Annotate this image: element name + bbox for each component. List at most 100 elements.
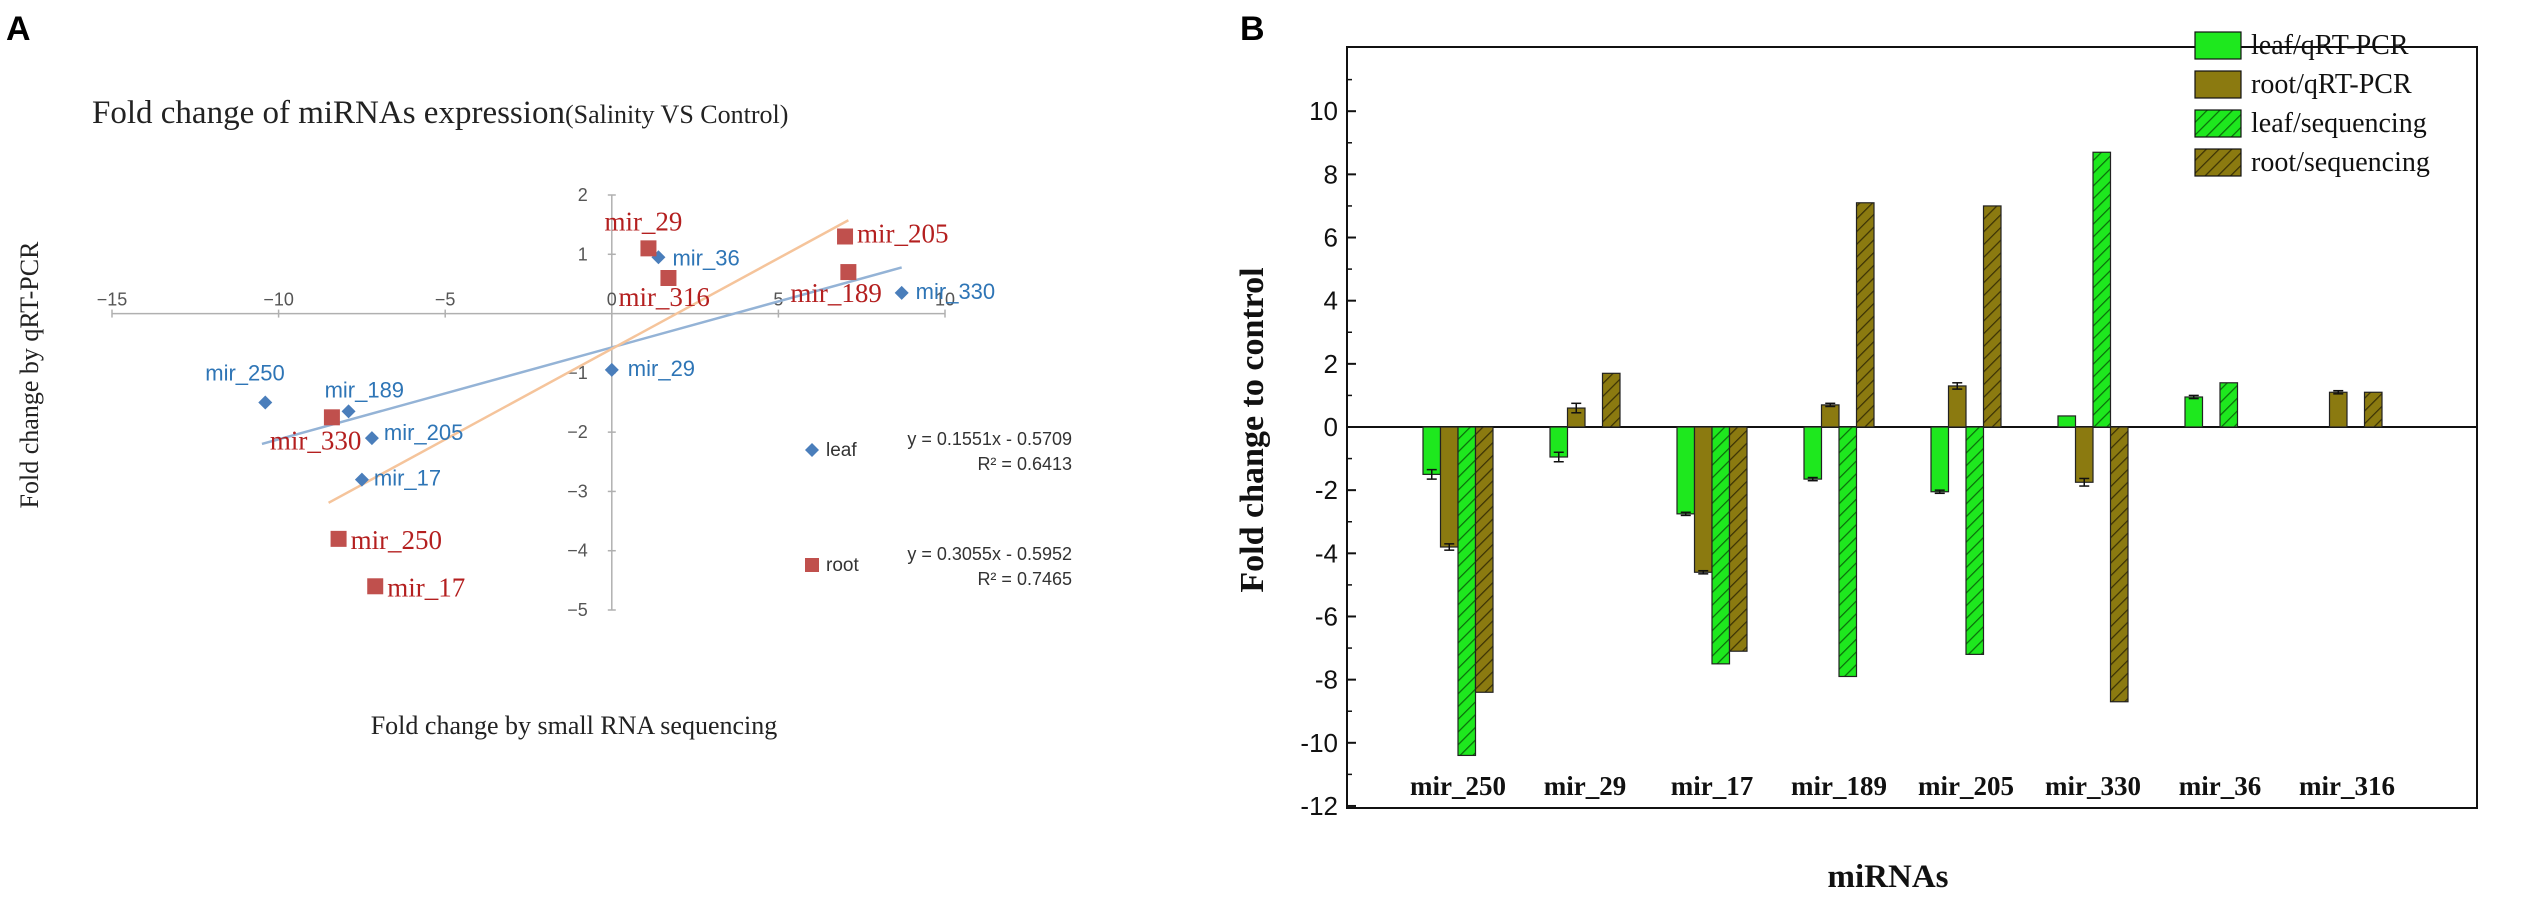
leaf-point-label: mir_29 (628, 356, 695, 381)
legend-swatch-leaf-sequencing (2194, 109, 2242, 138)
panel-label-a: A (6, 10, 31, 48)
bar-root-qRT-PCR-mir_330 (2074, 426, 2094, 483)
chart-a-y-tick-label: −2 (567, 422, 588, 442)
chart-a-x-tick-label: −15 (97, 290, 128, 310)
bar-leaf-qRT-PCR-mir_250 (1422, 426, 1442, 475)
chart-b-y-tick-label: -6 (1315, 601, 1338, 631)
bar-chart-panel-b: Fold change to control miRNAs -12 -10 -8 -6… (1234, 30, 2478, 895)
legend-label-leaf: leaf (826, 440, 857, 461)
chart-a-x-tick-label: 5 (773, 290, 783, 310)
chart-b-y-tick-label: -10 (1300, 728, 1338, 758)
category-label-mir_250: mir_250 (1410, 771, 1506, 801)
chart-a-y-tick-label: 1 (578, 244, 588, 264)
root-point-mir_189 (840, 264, 857, 281)
category-label-mir_316: mir_316 (2299, 771, 2395, 801)
legend-label: root/qRT-PCR (2251, 69, 2412, 100)
root-point-mir_316 (660, 270, 677, 286)
scatter-chart-panel-a: Fold change of miRNAs expression(Salinit… (15, 95, 1072, 740)
chart-a-x-tick-label: 10 (935, 290, 955, 310)
category-label-mir_330: mir_330 (2045, 771, 2141, 801)
legend-swatch-leaf-qRT-PCR (2194, 31, 2242, 60)
bar-root-sequencing-mir_205 (1982, 205, 2002, 428)
chart-a-y-tick-label: −4 (567, 541, 588, 561)
chart-b-y-tick-label: -4 (1315, 538, 1338, 568)
leaf-point-mir_205 (364, 431, 379, 446)
legend-swatch-root-sequencing (2194, 148, 2242, 177)
chart-a-x-tick-label: −10 (263, 290, 294, 310)
legend-label: leaf/qRT-PCR (2251, 30, 2409, 61)
chart-a-y-tick-label: −5 (567, 600, 588, 620)
chart-b-y-tick-label: 10 (1309, 96, 1338, 126)
chart-b-y-tick-label: 2 (1324, 349, 1338, 379)
category-label-mir_36: mir_36 (2179, 771, 2261, 801)
chart-a-title-main: Fold change of miRNAs expression (92, 95, 565, 131)
chart-a-title-suffix: (Salinity VS Control) (565, 100, 788, 129)
legend-marker-root (805, 558, 819, 572)
chart-b-y-tick-label: -8 (1315, 665, 1338, 695)
chart-b-y-tick-label: -12 (1300, 791, 1338, 821)
bar-leaf-qRT-PCR-mir_189 (1803, 426, 1823, 480)
leaf-point-label: mir_250 (205, 361, 284, 386)
leaf-point-label: mir_36 (672, 245, 739, 270)
legend-label-root: root (826, 555, 859, 576)
bar-root-qRT-PCR-mir_250 (1439, 426, 1459, 548)
root-point-label: mir_330 (270, 425, 362, 455)
bar-leaf-sequencing-mir_330 (2092, 151, 2112, 428)
category-label-mir_205: mir_205 (1918, 771, 2014, 801)
bar-leaf-qRT-PCR-mir_330 (2057, 415, 2077, 428)
trendline-leaf (261, 266, 903, 446)
chart-b-ylabel: Fold change to control (1234, 267, 1271, 592)
bar-leaf-sequencing-mir_205 (1965, 426, 1985, 655)
root-point-label: mir_189 (790, 278, 882, 308)
chart-b-xlabel: miRNAs (1828, 859, 1949, 895)
chart-a-xlabel: Fold change by small RNA sequencing (371, 711, 778, 740)
leaf-point-mir_330 (894, 285, 909, 300)
chart-a-x-tick-label: −5 (435, 290, 456, 310)
chart-b-y-tick-label: 6 (1324, 223, 1338, 253)
panel-label-b: B (1240, 10, 1265, 48)
leaf-point-label: mir_189 (325, 377, 404, 402)
root-point-mir_17 (367, 578, 384, 595)
chart-b-y-tick-label: 0 (1324, 412, 1338, 442)
bar-leaf-qRT-PCR-mir_205 (1930, 426, 1950, 493)
chart-a-y-tick-label: 2 (578, 185, 588, 205)
bar-root-qRT-PCR-mir_316 (2328, 391, 2348, 428)
root-point-label: mir_29 (604, 206, 682, 236)
trend-r2-root: R² = 0.7465 (977, 569, 1072, 589)
root-point-mir_250 (330, 530, 347, 547)
leaf-point-label: mir_330 (916, 279, 995, 304)
leaf-point-mir_189 (341, 404, 356, 419)
bar-root-sequencing-mir_316 (2363, 391, 2383, 428)
bar-root-sequencing-mir_17 (1728, 426, 1748, 652)
leaf-point-label: mir_205 (384, 420, 463, 445)
leaf-point-mir_250 (258, 395, 273, 410)
root-point-label: mir_17 (387, 572, 465, 602)
bar-root-sequencing-mir_250 (1474, 426, 1494, 693)
bar-leaf-sequencing-mir_189 (1838, 426, 1858, 678)
bar-leaf-sequencing-mir_17 (1711, 426, 1731, 665)
chart-a-ylabel: Fold change by qRT-PCR (15, 241, 44, 509)
root-point-mir_205 (837, 228, 854, 245)
bar-root-sequencing-mir_189 (1855, 202, 1875, 428)
bar-leaf-sequencing-mir_36 (2219, 382, 2239, 428)
chart-a-y-tick-label: −3 (567, 481, 588, 501)
trend-r2-leaf: R² = 0.6413 (977, 454, 1072, 474)
chart-a-title: Fold change of miRNAs expression(Salinit… (92, 95, 788, 131)
leaf-point-mir_29 (604, 362, 619, 377)
category-label-mir_189: mir_189 (1791, 771, 1887, 801)
chart-a-y-tick-label: −1 (567, 363, 588, 383)
bar-root-qRT-PCR-mir_205 (1947, 385, 1967, 428)
root-point-label: mir_316 (618, 282, 710, 312)
category-label-mir_17: mir_17 (1671, 771, 1753, 801)
root-point-label: mir_205 (857, 219, 949, 249)
chart-b-y-tick-label: -2 (1315, 475, 1338, 505)
bar-leaf-qRT-PCR-mir_17 (1676, 426, 1696, 515)
legend-swatch-root-qRT-PCR (2194, 70, 2242, 99)
root-point-mir_330 (323, 409, 340, 426)
bar-leaf-sequencing-mir_250 (1457, 426, 1477, 757)
bar-root-qRT-PCR-mir_189 (1820, 404, 1840, 428)
bar-root-sequencing-mir_330 (2109, 426, 2129, 703)
chart-a-x-tick-label: 0 (607, 290, 617, 310)
legend-label: root/sequencing (2251, 147, 2430, 178)
